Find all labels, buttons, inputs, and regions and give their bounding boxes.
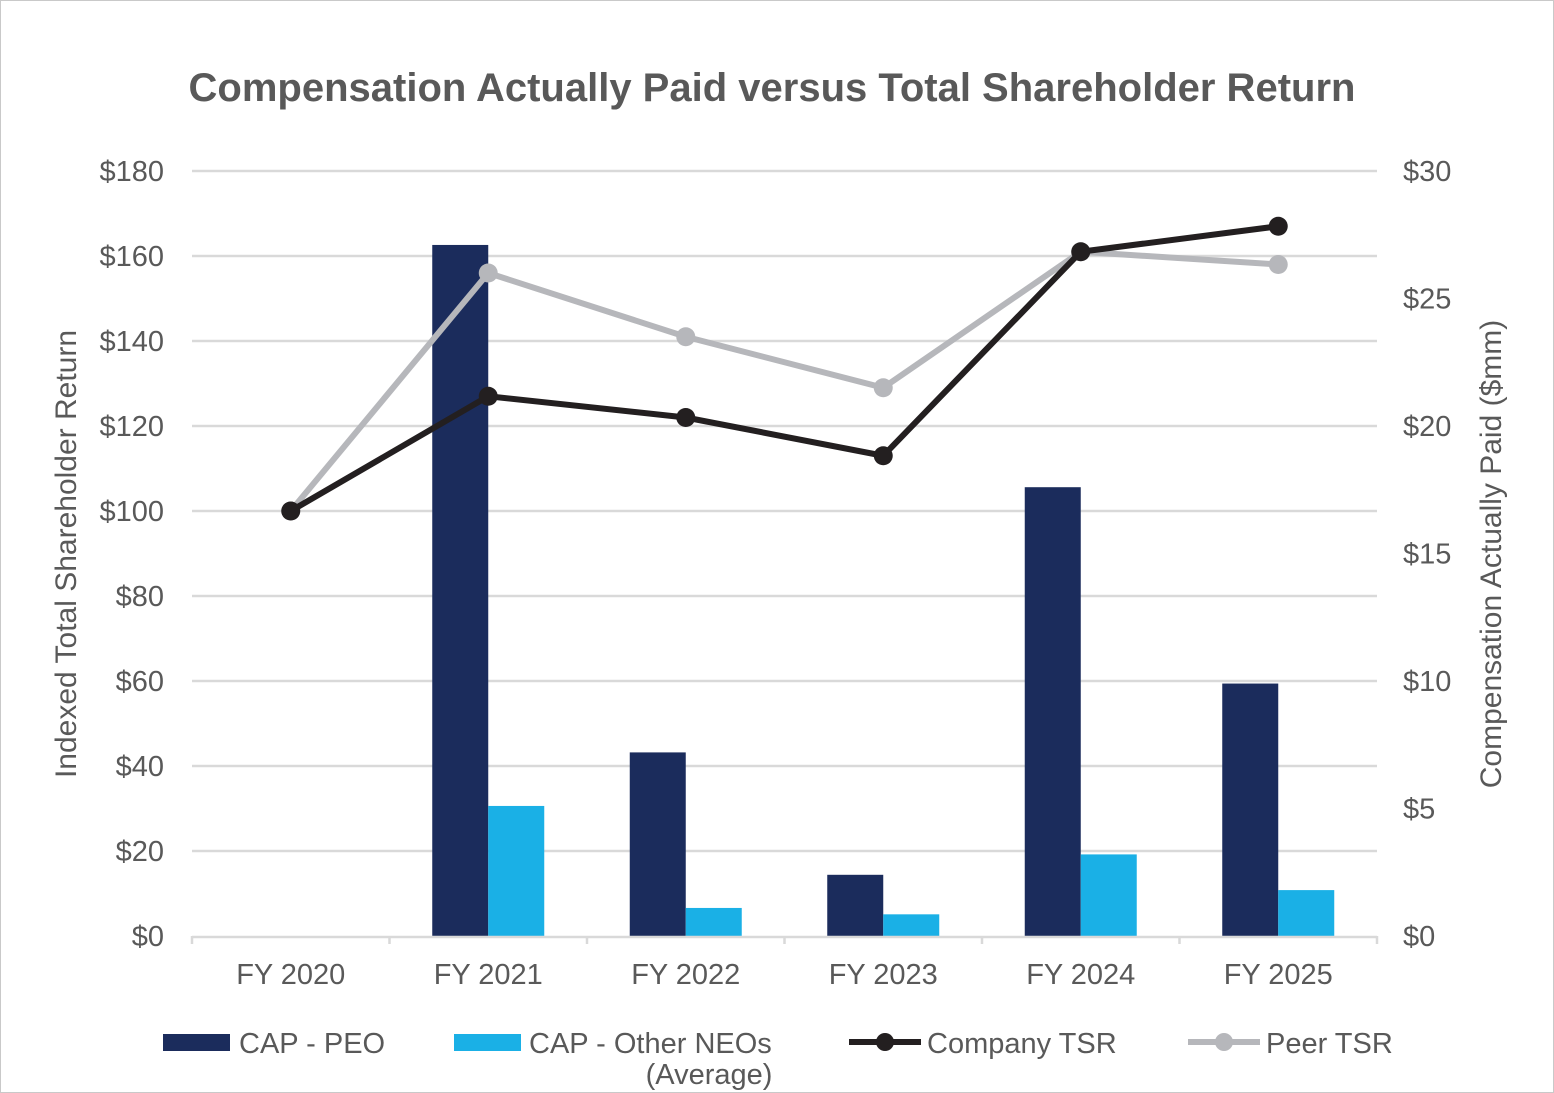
left-tick-label: $160 — [99, 241, 164, 273]
legend-swatch-cap-peo — [163, 1034, 230, 1051]
right-tick-label: $10 — [1403, 666, 1451, 698]
left-tick-label: $20 — [116, 836, 164, 868]
x-tick-label: FY 2023 — [829, 959, 938, 991]
right-tick-label: $25 — [1403, 284, 1451, 316]
bar-cap-peo — [629, 752, 686, 936]
gridlines — [192, 169, 1377, 853]
legend-marker-company-tsr — [876, 1033, 894, 1051]
legend-swatch-cap-other-neos — [454, 1034, 521, 1051]
point-peer-tsr — [873, 378, 893, 398]
legend-label-company-tsr: Company TSR — [927, 1028, 1117, 1060]
legend-label-cap-other-neos: CAP - Other NEOs — [529, 1028, 772, 1060]
bar-cap-other-neos — [685, 907, 742, 936]
bar-cap-other-neos — [488, 805, 545, 936]
line-peer-tsr — [288, 248, 1279, 513]
left-tick-label: $120 — [99, 411, 164, 443]
left-tick-label: $40 — [116, 751, 164, 783]
right-tick-label: $20 — [1403, 411, 1451, 443]
point-company-tsr — [281, 501, 301, 521]
left-tick-label: $180 — [99, 156, 164, 188]
right-tick-label: $5 — [1403, 794, 1435, 826]
left-tick-label: $60 — [116, 666, 164, 698]
bar-cap-peo — [827, 874, 884, 936]
x-tick-label: FY 2022 — [631, 959, 740, 991]
bar-cap-peo — [1222, 683, 1279, 936]
left-tick-label: $140 — [99, 326, 164, 358]
bar-cap-other-neos — [1080, 854, 1137, 936]
right-tick-label: $15 — [1403, 539, 1451, 571]
point-company-tsr — [676, 408, 696, 427]
line-company-tsr — [289, 223, 1279, 514]
bar-cap-peo — [1024, 487, 1081, 936]
bar-series — [432, 244, 1335, 936]
right-axis-ticks: $0 $5 $10 $15 $20 $25 $30 — [1403, 156, 1451, 953]
left-tick-label: $80 — [116, 581, 164, 613]
x-tick-label: FY 2020 — [236, 959, 345, 991]
point-company-tsr — [1071, 242, 1091, 262]
legend-label-cap-other-neos-average: (Average) — [646, 1059, 773, 1091]
line-series — [281, 216, 1288, 521]
point-peer-tsr — [1268, 255, 1288, 274]
point-company-tsr — [873, 446, 893, 466]
right-tick-label: $30 — [1403, 156, 1451, 188]
point-peer-tsr — [478, 263, 498, 283]
left-tick-label: $100 — [99, 496, 164, 528]
left-axis-ticks: $0 $20 $40 $60 $80 $100 $120 $140 $160 $180 — [99, 156, 164, 953]
point-company-tsr — [478, 386, 498, 406]
right-tick-label: $0 — [1403, 921, 1435, 953]
legend-label-cap-peo: CAP - PEO — [239, 1028, 385, 1060]
x-tick-label: FY 2024 — [1026, 959, 1135, 991]
left-tick-label: $0 — [132, 921, 164, 953]
point-company-tsr — [1268, 216, 1288, 236]
chart-title: Compensation Actually Paid versus Total … — [189, 66, 1356, 110]
bar-cap-peo — [432, 244, 489, 936]
legend-marker-peer-tsr — [1215, 1033, 1233, 1051]
bar-cap-other-neos — [1278, 890, 1335, 936]
point-peer-tsr — [676, 327, 696, 347]
x-tick-label: FY 2021 — [434, 959, 543, 991]
x-tick-label: FY 2025 — [1224, 959, 1333, 991]
x-axis: FY 2020 FY 2021 FY 2022 FY 2023 FY 2024 FY 20… — [190, 935, 1379, 991]
right-axis-title: Compensation Actually Paid ($mm) — [1475, 320, 1508, 789]
bar-cap-other-neos — [883, 914, 940, 936]
legend: CAP - PEO CAP - Other NEOs (Average) Com… — [163, 1028, 1393, 1091]
left-axis-title: Indexed Total Shareholder Return — [50, 330, 83, 778]
legend-label-peer-tsr: Peer TSR — [1266, 1028, 1393, 1060]
